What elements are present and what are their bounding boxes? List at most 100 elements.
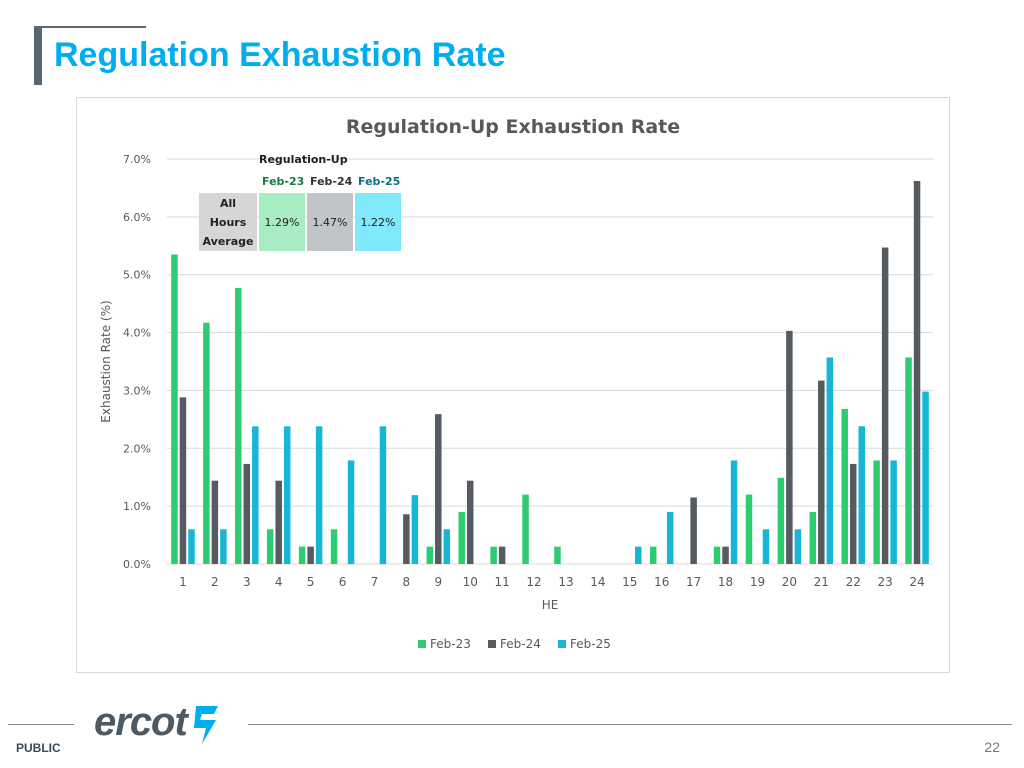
x-axis-label: HE [542,598,559,612]
bar-feb-23-he18 [713,546,721,564]
bar-feb-23-he5 [298,546,306,564]
bar-feb-25-he15 [635,546,642,564]
inset-col-feb24: Feb-24 [310,175,353,188]
x-tick-label: 3 [243,575,251,589]
legend-swatch-feb-24 [488,640,496,648]
bar-feb-23-he13 [554,546,561,564]
inset-value-feb24: 1.47% [307,193,353,251]
legend-swatch-feb-25 [558,640,566,648]
logo-wordmark: ercot [94,700,188,744]
classification-label: PUBLIC [16,741,61,755]
bar-feb-25-he24 [922,391,929,564]
bar-feb-25-he8 [411,495,419,564]
y-tick-label: 7.0% [123,153,151,166]
inset-heading: Regulation-Up [259,153,348,166]
bar-feb-24-he23 [881,247,889,564]
chart-frame: Regulation-Up Exhaustion Rate 0.0% 1.0% 2.0… [76,97,950,673]
bar-feb-23-he11 [490,546,497,564]
inset-row-label-line2: Hours [209,215,247,229]
bar-feb-23-he24 [905,357,912,564]
y-tick-label: 0.0% [123,558,151,571]
bar-feb-24-he8 [403,514,410,564]
lightning-bolt-icon [194,706,218,744]
x-tick-label: 4 [275,575,283,589]
legend-label-feb-23: Feb-23 [430,637,471,651]
bar-feb-25-he22 [858,426,865,564]
x-tick-label: 8 [403,575,411,589]
x-tick-label: 6 [339,575,347,589]
x-tick-label: 19 [750,575,765,589]
bar-feb-25-he20 [794,529,802,564]
x-tick-label: 14 [590,575,605,589]
x-tick-label: 16 [654,575,669,589]
bar-feb-23-he16 [649,546,657,564]
bar-feb-25-he4 [283,426,291,564]
bar-feb-23-he21 [809,511,817,564]
x-tick-label: 20 [782,575,797,589]
bar-feb-23-he22 [841,408,848,564]
y-tick-label: 5.0% [123,269,151,282]
bar-feb-25-he16 [666,511,674,564]
bar-feb-23-he20 [777,477,785,564]
bar-feb-24-he17 [690,497,697,564]
bar-feb-24-he2 [211,480,219,564]
legend-label-feb-24: Feb-24 [500,637,541,651]
chart-title: Regulation-Up Exhaustion Rate [346,116,680,138]
y-axis-label: Exhaustion Rate (%) [99,300,113,422]
bar-feb-24-he1 [179,397,187,564]
inset-col-feb25: Feb-25 [358,175,401,188]
bar-feb-24-he5 [307,546,314,564]
inset-value-feb23: 1.29% [259,193,305,251]
y-tick-label: 3.0% [123,384,151,397]
bar-feb-23-he19 [745,494,753,564]
bar-feb-23-he3 [235,288,242,564]
page-title: Regulation Exhaustion Rate [54,36,506,74]
title-accent-rule [34,26,146,28]
bar-feb-24-he22 [849,463,857,564]
footer-rule-right [248,724,1012,725]
bar-feb-25-he3 [252,426,259,564]
bar-feb-24-he9 [435,414,442,564]
bar-feb-23-he6 [330,529,338,564]
bar-feb-23-he10 [458,511,465,564]
bar-feb-23-he2 [203,322,210,564]
x-tick-label: 21 [814,575,829,589]
x-tick-label: 12 [526,575,541,589]
bar-feb-24-he21 [818,380,825,564]
bar-feb-25-he23 [890,460,897,564]
inset-row-label-line1: All [219,196,237,210]
legend-swatch-feb-23 [418,640,426,648]
bar-feb-23-he4 [266,529,274,564]
bar-feb-25-he6 [347,460,355,564]
bar-feb-24-he20 [786,330,793,564]
bar-feb-23-he23 [873,460,880,564]
bar-feb-25-he2 [220,529,227,564]
regulation-up-average-table: Regulation-Up Feb-23 Feb-24 Feb-25 All H… [199,153,409,253]
inset-col-feb23: Feb-23 [262,175,305,188]
bar-feb-24-he24 [913,180,921,564]
x-tick-label: 17 [686,575,701,589]
bar-feb-24-he10 [466,480,474,564]
legend-label-feb-25: Feb-25 [570,637,611,651]
title-accent-bar [34,28,42,85]
x-tick-label: 7 [371,575,379,589]
bar-feb-24-he11 [498,546,506,564]
ercot-logo: ercot [94,700,234,748]
bar-feb-25-he7 [379,426,387,564]
bar-feb-25-he5 [315,426,323,564]
x-tick-label: 5 [307,575,315,589]
x-tick-label: 23 [877,575,892,589]
bar-feb-24-he4 [275,480,282,564]
x-tick-label: 1 [179,575,187,589]
bar-feb-23-he12 [522,494,529,564]
page-number: 22 [984,739,1000,755]
x-tick-label: 11 [494,575,509,589]
bar-feb-23-he1 [171,254,178,564]
x-tick-label: 10 [463,575,478,589]
inset-row-label-line3: Average [202,234,254,248]
bar-feb-25-he9 [443,529,451,564]
bar-feb-24-he3 [243,463,251,564]
bar-feb-25-he1 [188,529,195,564]
x-tick-label: 18 [718,575,733,589]
y-tick-label: 1.0% [123,500,151,513]
